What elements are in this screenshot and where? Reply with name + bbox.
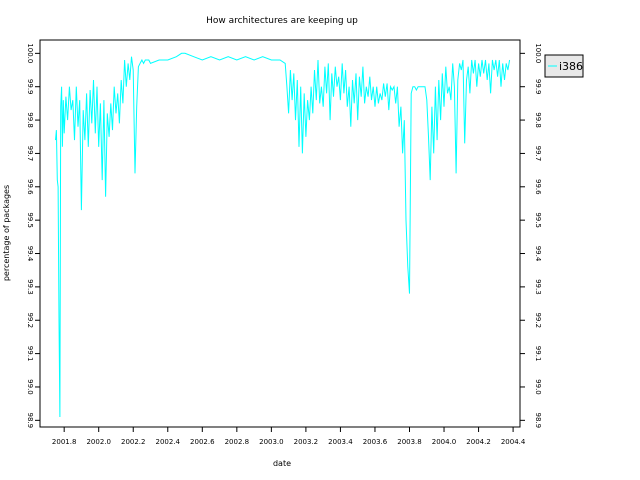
x-tick-label: 2003.6 <box>363 438 388 446</box>
y-tick-label-right: 99.1 <box>534 346 542 362</box>
x-axis-label: date <box>273 459 291 468</box>
y-tick-label-right: 99.8 <box>534 112 542 128</box>
y-tick-label-left: 99.2 <box>26 312 34 328</box>
y-tick-label-left: 99.3 <box>26 279 34 295</box>
x-tick-label: 2004.0 <box>432 438 457 446</box>
y-tick-label-right: 99.7 <box>534 146 542 162</box>
y-tick-label-left: 100.0 <box>26 43 34 63</box>
y-tick-label-left: 99.7 <box>26 146 34 162</box>
chart-title: How architectures are keeping up <box>206 16 358 26</box>
y-tick-label-right: 99.3 <box>534 279 542 295</box>
series-layer <box>55 52 511 418</box>
x-tick-label: 2003.2 <box>294 438 319 446</box>
y-tick-label-right: 99.5 <box>534 212 542 228</box>
x-tick-label: 2004.4 <box>501 438 526 446</box>
legend-label: i386 <box>559 60 583 73</box>
x-tick-label: 2002.8 <box>225 438 250 446</box>
y-tick-label-right: 100.0 <box>534 43 542 63</box>
x-tick-label: 2002.2 <box>121 438 146 446</box>
y-tick-label-left: 98.9 <box>26 413 34 429</box>
y-axis-left: 98.9 99.0 99.1 99.2 99.3 99.4 99.5 99.6 99.7 99.8… <box>26 43 40 428</box>
y-axis-label: percentage of packages <box>2 185 11 281</box>
x-tick-label: 2004.2 <box>466 438 491 446</box>
y-tick-label-right: 99.6 <box>534 179 542 195</box>
y-tick-label-right: 99.0 <box>534 379 542 395</box>
series-line <box>55 52 511 418</box>
x-tick-label: 2002.4 <box>156 438 181 446</box>
legend-box <box>544 54 584 78</box>
x-tick-label: 2003.4 <box>328 438 353 446</box>
y-tick-label-left: 99.8 <box>26 112 34 128</box>
y-tick-label-left: 99.5 <box>26 212 34 228</box>
y-tick-label-left: 99.9 <box>26 79 34 95</box>
y-tick-label-left: 99.0 <box>26 379 34 395</box>
y-tick-label-right: 99.2 <box>534 312 542 328</box>
y-tick-label-left: 99.1 <box>26 346 34 362</box>
y-tick-label-right: 99.4 <box>534 246 542 262</box>
y-axis-right: 98.9 99.0 99.1 99.2 99.3 99.4 99.5 99.6 99.7 99.8… <box>520 43 542 428</box>
x-tick-label: 2002.0 <box>86 438 111 446</box>
y-tick-label-left: 99.6 <box>26 179 34 195</box>
x-axis: 2001.8 2002.0 2002.2 2002.4 2002.6 2002.8 2003… <box>52 427 526 446</box>
y-tick-label-right: 98.9 <box>534 413 542 429</box>
y-tick-label-right: 99.9 <box>534 79 542 95</box>
y-tick-label-left: 99.4 <box>26 246 34 262</box>
legend: i386 <box>544 54 584 78</box>
x-tick-label: 2003.0 <box>259 438 284 446</box>
x-tick-label: 2002.6 <box>190 438 215 446</box>
x-tick-label: 2003.8 <box>397 438 422 446</box>
x-tick-label: 2001.8 <box>52 438 77 446</box>
plot-frame <box>39 39 521 428</box>
